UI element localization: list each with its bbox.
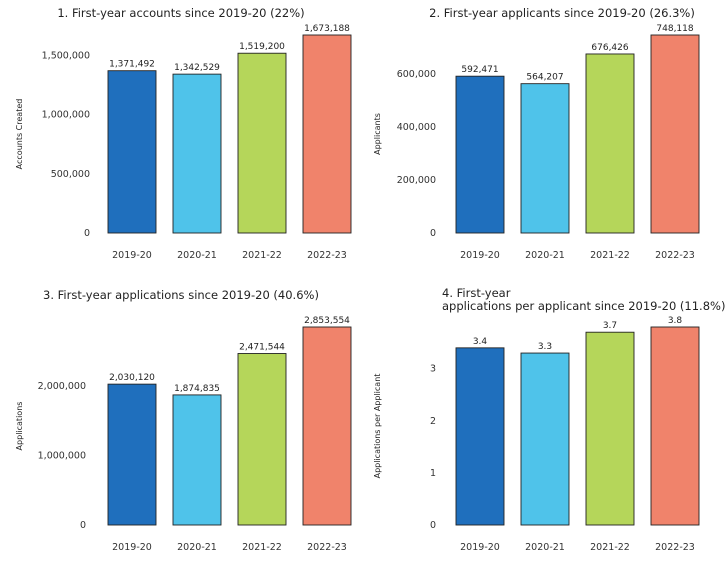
y-tick-label: 0 (430, 520, 436, 531)
y-tick-label: 600,000 (397, 69, 436, 80)
y-tick-label: 1,000,000 (38, 451, 86, 462)
x-tick-label: 2022-23 (655, 250, 695, 261)
y-tick-label: 500,000 (51, 169, 90, 180)
bar-value-label: 1,673,188 (304, 24, 350, 34)
bar-2020-21 (520, 352, 570, 526)
bar-value-label: 676,426 (591, 43, 628, 53)
y-tick-label: 0 (84, 228, 90, 239)
x-tick-label: 2022-23 (655, 542, 695, 553)
chart-title: 1. First-year accounts since 2019-20 (22… (57, 6, 304, 20)
bar-value-label: 2,471,544 (239, 343, 285, 353)
x-tick-label: 2020-21 (525, 542, 565, 553)
x-tick-label: 2021-22 (242, 250, 282, 261)
chart-title: 2. First-year applicants since 2019-20 (… (429, 6, 695, 20)
bar-2022-23 (302, 34, 352, 234)
bar-value-label: 3.4 (473, 337, 488, 347)
chart-title: 3. First-year applications since 2019-20… (43, 288, 319, 302)
x-tick-label: 2022-23 (307, 250, 347, 261)
y-axis-label: Applications per Applicant (373, 374, 382, 479)
x-tick-label: 2019-20 (460, 250, 500, 261)
bar-2019-20 (107, 70, 157, 234)
bar-value-label: 748,118 (656, 24, 693, 34)
bar-value-label: 2,853,554 (304, 316, 350, 326)
bar-value-label: 564,207 (526, 73, 563, 83)
bar-2021-22 (585, 53, 635, 234)
x-tick-label: 2019-20 (460, 542, 500, 553)
y-axis-label: Applications (15, 402, 24, 451)
bar-2019-20 (455, 75, 505, 234)
x-tick-label: 2021-22 (590, 250, 630, 261)
applicants-bar-chart: 2. First-year applicants since 2019-20 (… (373, 6, 700, 261)
applications-bar-chart: 3. First-year applications since 2019-20… (15, 288, 352, 553)
y-axis-label: Applicants (373, 113, 382, 155)
y-tick-label: 1,500,000 (42, 50, 90, 61)
applications-per-applicant-bar-chart: 4. First-year applications per applicant … (373, 286, 725, 553)
bar-value-label: 1,342,529 (174, 63, 220, 73)
chart-panel-applicants: 2. First-year applicants since 2019-20 (… (362, 0, 725, 282)
chart-title: 4. First-year applications per applicant … (442, 286, 725, 313)
x-tick-label: 2021-22 (242, 542, 282, 553)
bar-2022-23 (302, 326, 352, 526)
chart-panel-applications-per-applicant: 4. First-year applications per applicant … (362, 282, 725, 564)
y-tick-label: 2 (430, 416, 436, 427)
bar-2019-20 (107, 383, 157, 526)
x-tick-label: 2022-23 (307, 542, 347, 553)
x-tick-label: 2019-20 (112, 542, 152, 553)
bar-2019-20 (455, 347, 505, 526)
y-tick-label: 200,000 (397, 175, 436, 186)
y-tick-label: 0 (80, 520, 86, 531)
y-tick-label: 0 (430, 228, 436, 239)
bar-value-label: 3.7 (603, 321, 617, 331)
y-tick-label: 1,000,000 (42, 110, 90, 121)
bar-2020-21 (172, 73, 222, 234)
x-tick-label: 2021-22 (590, 542, 630, 553)
y-tick-label: 3 (430, 364, 436, 375)
x-tick-label: 2020-21 (177, 542, 217, 553)
bar-2022-23 (650, 326, 700, 526)
bar-2020-21 (520, 83, 570, 234)
bar-value-label: 1,519,200 (239, 42, 285, 52)
bar-2021-22 (237, 353, 287, 526)
chart-panel-applications: 3. First-year applications since 2019-20… (0, 282, 362, 564)
y-tick-label: 1 (430, 468, 436, 479)
bar-2020-21 (172, 394, 222, 526)
y-axis-label: Accounts Created (15, 99, 24, 170)
bar-value-label: 592,471 (461, 65, 498, 75)
chart-panel-accounts: 1. First-year accounts since 2019-20 (22… (0, 0, 362, 282)
bar-2021-22 (585, 331, 635, 526)
x-tick-label: 2020-21 (525, 250, 565, 261)
accounts-bar-chart: 1. First-year accounts since 2019-20 (22… (15, 6, 352, 261)
y-tick-label: 2,000,000 (38, 381, 86, 392)
bar-value-label: 3.3 (538, 342, 552, 352)
bar-2022-23 (650, 34, 700, 234)
bar-value-label: 3.8 (668, 316, 683, 326)
bar-value-label: 1,371,492 (109, 60, 155, 70)
x-tick-label: 2019-20 (112, 250, 152, 261)
bar-value-label: 2,030,120 (109, 373, 155, 383)
bar-2021-22 (237, 52, 287, 234)
y-tick-label: 400,000 (397, 122, 436, 133)
bar-value-label: 1,874,835 (174, 384, 220, 394)
x-tick-label: 2020-21 (177, 250, 217, 261)
